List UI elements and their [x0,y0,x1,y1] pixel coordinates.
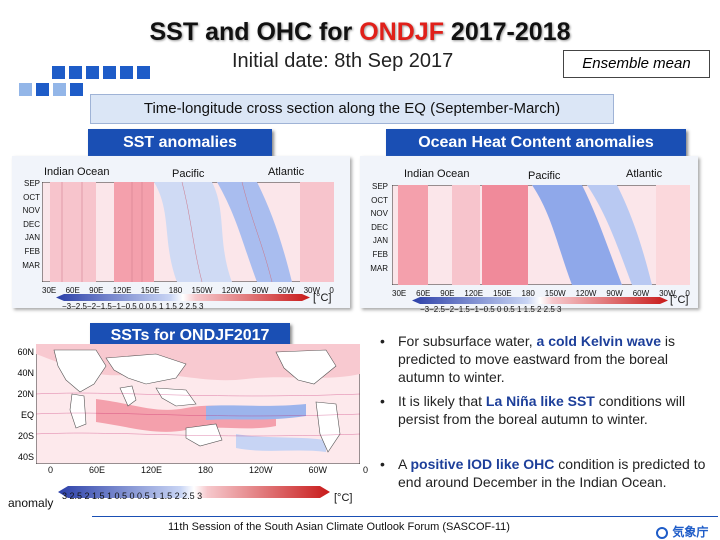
bullet-item-3: • A positive IOD like OHC condition is p… [380,456,706,490]
ohc-month-axis: SEP OCT NOV DEC JAN FEB MAR [370,182,388,273]
ohc-unit: [°C] [670,294,689,306]
footer-text: 11th Session of the South Asian Climate … [168,521,510,533]
sst-basin-indian: Indian Ocean [44,166,110,178]
square-icon [19,83,32,96]
sst-panel-header: SST anomalies [88,129,272,157]
section-title: Time-longitude cross section along the E… [90,94,614,124]
square-icon [137,66,150,79]
sst-colorbar-labels: −3−2.5−2−1.5−1−0.5 0 0.5 1 1.5 2 2.5 3 [62,302,204,311]
bullet-icon: • [380,333,385,349]
square-icon [103,66,116,79]
bullet-icon: • [380,393,385,409]
ohc-colorbar [412,297,668,304]
map-lat-axis: 60N 40N 20N EQ 20S 40S [17,347,34,462]
ohc-panel-header: Ocean Heat Content anomalies [386,129,686,157]
anomaly-label: anomaly [8,496,54,510]
bullet-item-1: • For subsurface water, a cold Kelvin wa… [380,333,676,385]
ohc-basin-indian: Indian Ocean [404,168,470,180]
sst-hovmoller-plot [42,182,334,282]
square-icon [120,66,133,79]
page-title: SST and OHC for ONDJF 2017-2018 [0,18,720,47]
sst-basin-pacific: Pacific [172,168,205,180]
map-unit: [°C] [334,492,353,504]
square-icon [70,83,83,96]
ensemble-label: Ensemble mean [563,50,710,78]
sst-month-axis: SEP OCT NOV DEC JAN FEB MAR [22,179,40,270]
sst-unit: [°C] [313,292,332,304]
map-colorbar-labels: 3 2.5 2 1.5 1 0.5 0 0.5 1 1.5 2 2.5 3 [62,491,203,501]
map-colorbar [58,486,330,498]
ohc-colorbar-labels: −3−2.5−2−1.5−1−0.5 0 0.5 1 1.5 2 2.5 3 [420,305,562,314]
square-icon [86,66,99,79]
ohc-lon-axis: 30E 60E 90E 120E 150E 180 150W 120W 90W 60W 30W 0 [392,289,690,298]
title-suffix: 2017-2018 [443,18,571,46]
footer-divider [92,516,718,517]
title-highlight: ONDJF [359,18,444,46]
sst-map [36,344,360,464]
sst-basin-atlantic: Atlantic [268,166,305,178]
square-icon [53,83,66,96]
square-icon [36,83,49,96]
bullet-icon: • [380,456,385,472]
sst-lon-axis: 30E 60E 90E 120E 150E 180 150W 120W 90W 60W 30W 0 [42,286,334,295]
jma-logo: 気象庁 [655,523,708,540]
map-lon-axis: 0 60E 120E 180 120W 60W 0 [48,465,368,475]
swirl-icon [656,526,668,539]
title-prefix: SST and OHC for [149,18,360,46]
subtitle: Initial date: 8th Sep 2017 [232,50,454,72]
ohc-basin-pacific: Pacific [528,170,561,182]
sst-colorbar [56,294,310,301]
ohc-hovmoller-plot [392,185,690,285]
bullet-item-2: • It is likely that La Niña like SST con… [380,393,686,427]
ohc-basin-atlantic: Atlantic [626,168,663,180]
square-icon [52,66,65,79]
square-icon [69,66,82,79]
